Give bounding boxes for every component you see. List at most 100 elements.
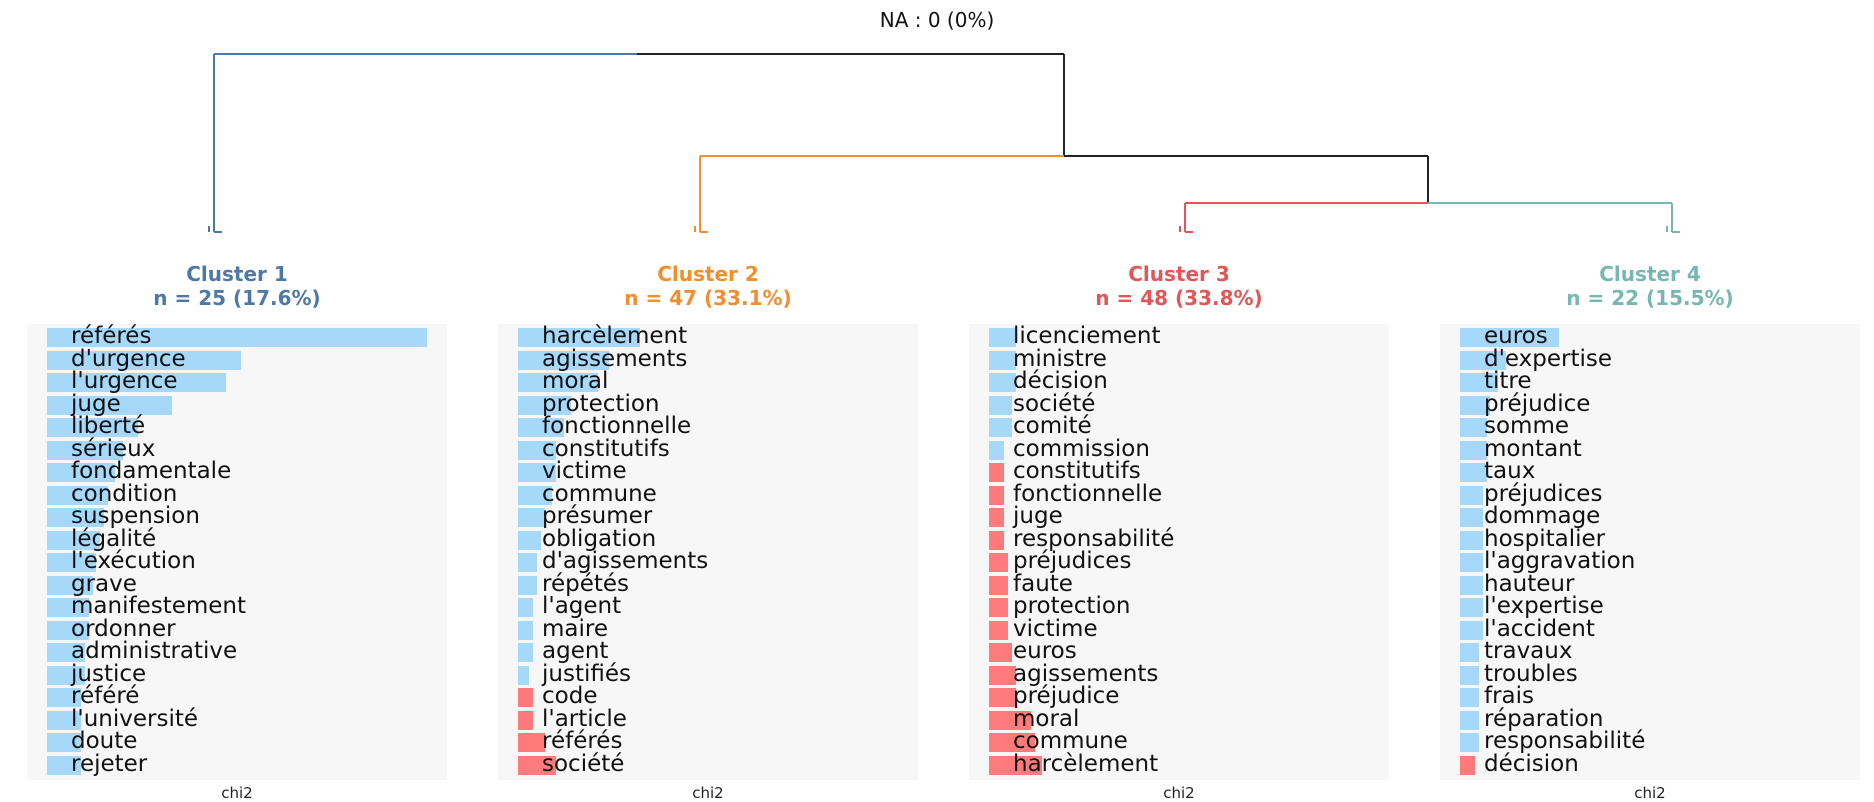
x-axis-label-1: chi2: [221, 784, 253, 802]
chi2-bar: [47, 665, 85, 685]
term-label: agissements: [542, 345, 688, 372]
x-axis-label-3: chi2: [1163, 784, 1195, 802]
term-row: agissements: [969, 660, 1389, 687]
chi2-bar: [47, 733, 82, 752]
term-label: code: [542, 683, 598, 709]
chi2-bar: [989, 418, 1012, 437]
chi2-bar: [1460, 643, 1479, 662]
term-label: d'expertise: [1484, 345, 1613, 372]
term-row: juge: [969, 504, 1389, 528]
cluster-panel-4: euros d'expertise titre préjudice somme monta…: [1440, 324, 1860, 780]
chi2-bar: [1460, 553, 1483, 572]
chi2-bar: [1460, 373, 1498, 392]
chi2-bar: [1460, 395, 1491, 415]
term-row: grave: [27, 572, 447, 596]
term-label: justice: [71, 660, 147, 687]
term-label: agissements: [1013, 660, 1159, 687]
term-row: commune: [969, 729, 1389, 753]
term-row: fondamentale: [27, 458, 447, 484]
dendrogram: [208, 53, 1680, 233]
term-label: dommage: [1484, 503, 1601, 529]
term-label: obligation: [542, 525, 657, 552]
chi2-bar: [47, 395, 173, 415]
chi2-bar: [989, 575, 1008, 595]
chi2-bar: [47, 328, 427, 347]
term-row: décision: [1440, 752, 1860, 776]
chi2-bar: [47, 598, 89, 617]
chi2-bar: [1460, 733, 1479, 752]
term-label: fonctionnelle: [1013, 480, 1163, 507]
term-row: préjudices: [969, 548, 1389, 574]
chi2-bar: [518, 418, 564, 437]
chi2-bar: [1460, 598, 1483, 617]
term-label: harcèlement: [542, 323, 688, 349]
term-row: présumer: [498, 504, 918, 528]
chi2-bar: [518, 755, 556, 775]
chi2-bar: [1460, 485, 1483, 505]
chi2-bar: [47, 530, 101, 550]
chi2-bar: [47, 710, 82, 730]
term-row: euros: [1440, 324, 1860, 348]
term-row: l'article: [498, 707, 918, 731]
term-row: préjudices: [1440, 482, 1860, 506]
term-row: condition: [27, 480, 447, 507]
term-row: taux: [1440, 459, 1860, 483]
term-label: fondamentale: [71, 458, 232, 484]
term-label: société: [1013, 390, 1096, 417]
term-row: légalité: [27, 527, 447, 551]
term-label: condition: [71, 480, 178, 507]
term-row: constitutifs: [969, 459, 1389, 483]
chi2-bar: [989, 328, 1016, 347]
term-label: liberté: [71, 413, 146, 439]
chi2-bar: [989, 643, 1012, 662]
term-label: société: [542, 750, 625, 777]
chi2-bar: [518, 328, 640, 347]
term-row: l'exécution: [27, 548, 447, 574]
term-row: liberté: [27, 413, 447, 439]
chi2-bar: [989, 665, 1016, 685]
term-label: référé: [71, 683, 140, 709]
chi2-bar: [518, 463, 556, 482]
chi2-bar: [1460, 463, 1487, 482]
term-row: euros: [969, 639, 1389, 663]
chi2-bar: [1460, 440, 1487, 460]
term-label: montant: [1484, 435, 1582, 462]
term-label: l'exécution: [71, 548, 196, 574]
term-label: faute: [1013, 570, 1073, 597]
term-label: manifestement: [71, 593, 247, 619]
chi2-bar: [1460, 508, 1483, 527]
term-row: décision: [969, 369, 1389, 393]
chi2-bar: [518, 710, 534, 730]
term-label: protection: [542, 390, 660, 417]
term-row: commission: [969, 437, 1389, 461]
cluster-panel-2: harcèlement agissements moral protection fon…: [498, 324, 918, 780]
chi2-bar: [47, 463, 116, 482]
term-row: référé: [27, 683, 447, 709]
term-label: frais: [1484, 683, 1535, 709]
term-label: réparation: [1484, 705, 1604, 732]
term-row: hauteur: [1440, 572, 1860, 596]
term-label: préjudices: [1013, 548, 1132, 574]
term-label: administrative: [71, 638, 238, 664]
term-label: préjudice: [1484, 390, 1591, 417]
term-row: moral: [498, 369, 918, 393]
term-row: obligation: [498, 525, 918, 552]
term-label: sérieux: [71, 435, 156, 462]
chi2-bar: [989, 395, 1012, 415]
term-row: fonctionnelle: [498, 414, 918, 438]
chi2-bar: [518, 553, 537, 572]
chi2-bar: [47, 620, 89, 640]
chi2-bar: [47, 418, 139, 437]
term-row: l'université: [27, 705, 447, 732]
term-label: l'université: [71, 705, 199, 732]
term-row: suspension: [27, 504, 447, 528]
term-label: responsabilité: [1013, 525, 1175, 552]
term-row: manifestement: [27, 593, 447, 619]
term-row: dommage: [1440, 503, 1860, 529]
term-row: d'expertise: [1440, 345, 1860, 372]
cluster-title-2: Cluster 2: [657, 262, 759, 286]
chi2-bar: [518, 688, 534, 707]
term-label: victime: [1013, 615, 1098, 642]
chi2-bar: [518, 395, 572, 415]
